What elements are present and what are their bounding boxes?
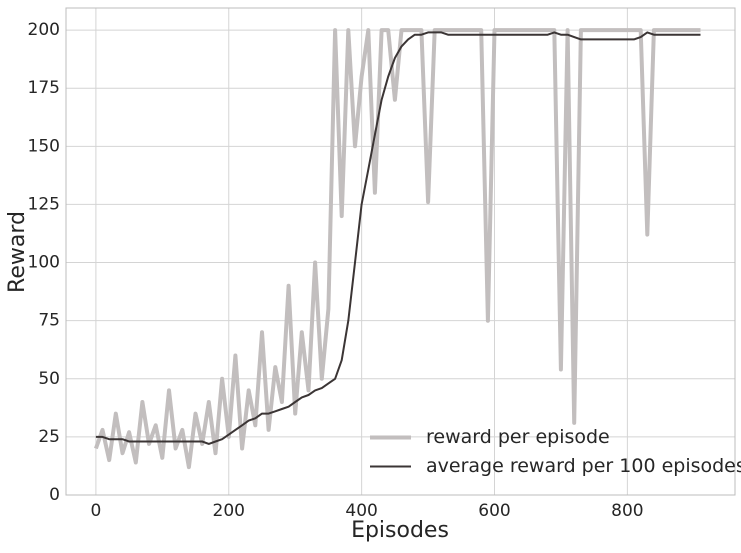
y-tick-label: 125	[28, 194, 60, 214]
y-tick-label: 150	[28, 136, 60, 156]
x-tick-label: 200	[213, 501, 245, 521]
x-tick-label: 400	[345, 501, 377, 521]
y-tick-label: 200	[28, 20, 60, 40]
x-axis-label: Episodes	[351, 518, 449, 543]
series-line	[95, 31, 701, 445]
y-tick-label: 0	[49, 485, 60, 505]
y-tick-label: 25	[38, 427, 60, 447]
y-tick-label: 75	[38, 311, 60, 331]
y-axis-label: Reward	[5, 211, 30, 293]
series-line	[94, 28, 701, 470]
legend-label: average reward per 100 episodes	[426, 455, 741, 477]
x-tick-label: 600	[478, 501, 510, 521]
plot-frame	[65, 7, 736, 496]
x-tick-label: 0	[90, 501, 101, 521]
y-tick-label: 175	[28, 78, 60, 98]
x-tick-label: 800	[611, 501, 643, 521]
y-tick-label: 100	[28, 253, 60, 273]
y-tick-label: 50	[38, 369, 60, 389]
legend-label: reward per episode	[426, 426, 610, 448]
